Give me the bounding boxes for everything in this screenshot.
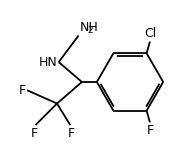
Text: NH: NH [79,21,98,34]
Text: HN: HN [38,56,57,69]
Text: F: F [31,127,38,140]
Text: F: F [68,127,75,140]
Text: Cl: Cl [145,27,157,40]
Text: 2: 2 [87,26,93,35]
Text: F: F [18,84,26,97]
Text: F: F [147,124,154,137]
